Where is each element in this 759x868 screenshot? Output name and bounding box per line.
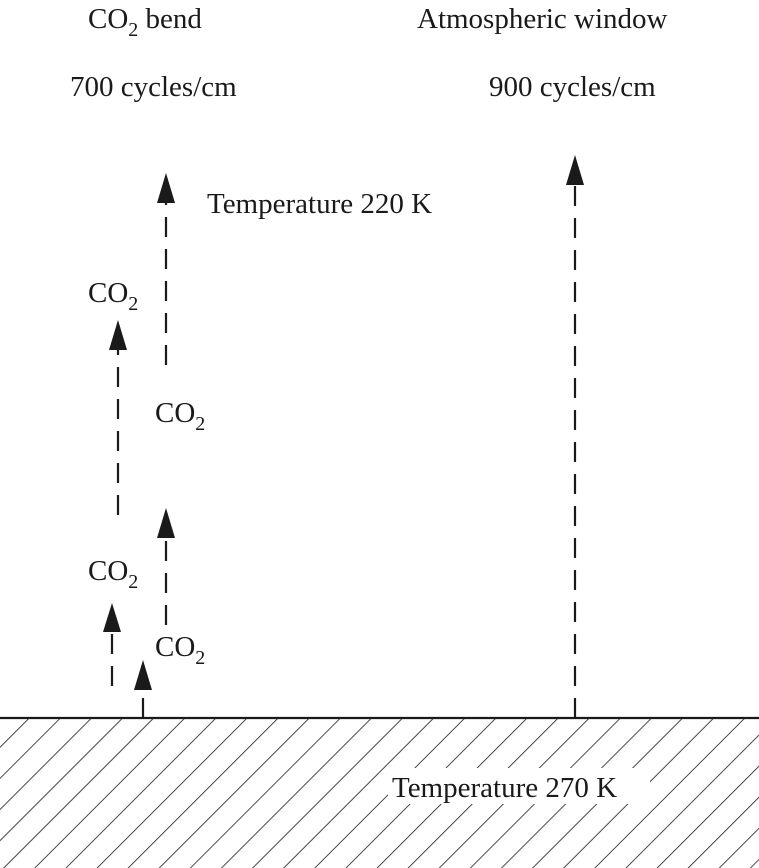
emission-arrow — [157, 508, 175, 625]
ground-temperature-label: Temperature 270 K — [392, 772, 617, 804]
ground-label-backing — [388, 768, 650, 804]
co2-label: CO2 — [88, 555, 138, 593]
emission-arrow — [134, 660, 152, 718]
emission-arrow — [157, 173, 175, 365]
window-arrow — [566, 155, 584, 718]
atmospheric-window-title: Atmospheric window — [417, 3, 668, 35]
co2-label: CO2 — [88, 277, 138, 315]
emission-arrow — [109, 320, 127, 515]
top-temperature-label: Temperature 220 K — [207, 188, 432, 220]
co2-label: CO2 — [155, 397, 205, 435]
co2-bend-wavenumber: 700 cycles/cm — [70, 71, 237, 103]
co2-bend-title: CO2 bend — [88, 3, 202, 41]
co2-label: CO2 — [155, 631, 205, 669]
emission-arrow — [103, 603, 121, 686]
atmospheric-window-wavenumber: 900 cycles/cm — [489, 71, 656, 103]
